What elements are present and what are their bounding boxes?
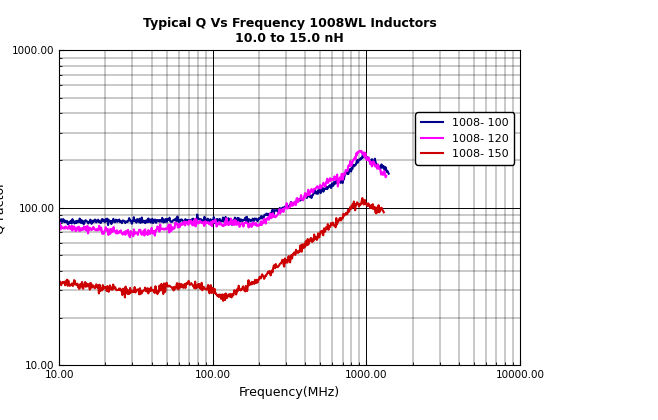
1008- 100 bbox=[213, 219, 220, 224]
1008- 100 bbox=[104, 223, 112, 228]
1008- 100 bbox=[359, 150, 367, 155]
1008- 120 bbox=[213, 223, 221, 228]
Y-axis label: Q Factor: Q Factor bbox=[0, 182, 7, 234]
1008- 150 bbox=[373, 205, 381, 210]
1008- 120 bbox=[357, 148, 365, 153]
1008- 100 bbox=[378, 163, 386, 168]
Line: 1008- 100: 1008- 100 bbox=[59, 152, 389, 225]
1008- 100 bbox=[215, 218, 222, 223]
1008- 150 bbox=[55, 278, 63, 283]
1008- 100 bbox=[234, 220, 242, 225]
1008- 120 bbox=[233, 222, 241, 227]
Title: Typical Q Vs Frequency 1008WL Inductors
10.0 to 15.0 nH: Typical Q Vs Frequency 1008WL Inductors … bbox=[143, 17, 436, 45]
Legend: 1008- 100, 1008- 120, 1008- 150: 1008- 100, 1008- 120, 1008- 150 bbox=[415, 113, 515, 165]
1008- 150 bbox=[219, 298, 227, 303]
1008- 150 bbox=[209, 291, 217, 296]
X-axis label: Frequency(MHz): Frequency(MHz) bbox=[239, 386, 340, 399]
1008- 120 bbox=[211, 217, 219, 222]
1008- 120 bbox=[382, 173, 390, 178]
1008- 120 bbox=[251, 222, 259, 227]
1008- 150 bbox=[211, 291, 219, 296]
1008- 150 bbox=[359, 196, 367, 201]
1008- 100 bbox=[252, 216, 260, 221]
1008- 150 bbox=[249, 280, 257, 285]
1008- 120 bbox=[55, 222, 63, 227]
1008- 150 bbox=[380, 210, 388, 215]
1008- 120 bbox=[376, 167, 384, 172]
1008- 150 bbox=[232, 289, 240, 294]
1008- 100 bbox=[326, 183, 334, 188]
Line: 1008- 120: 1008- 120 bbox=[59, 151, 386, 237]
1008- 100 bbox=[385, 171, 393, 176]
1008- 150 bbox=[322, 225, 330, 230]
1008- 120 bbox=[324, 181, 332, 186]
Line: 1008- 150: 1008- 150 bbox=[59, 198, 384, 301]
1008- 120 bbox=[126, 235, 134, 240]
1008- 100 bbox=[55, 218, 63, 223]
